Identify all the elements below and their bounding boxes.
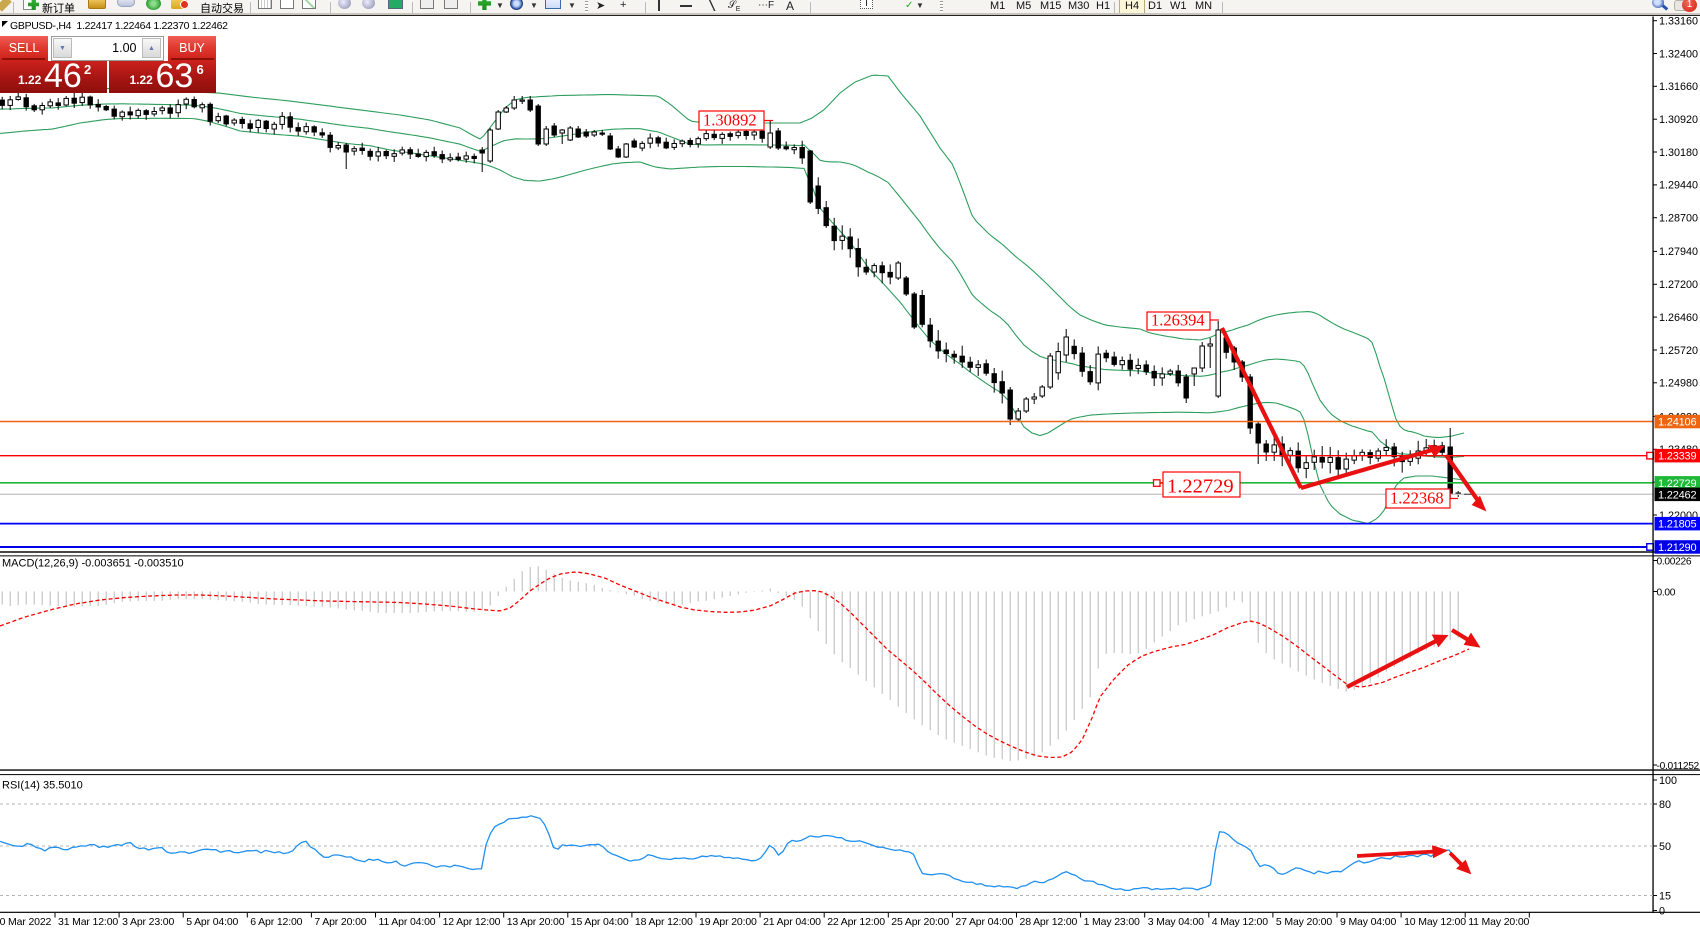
svg-text:30 Mar 2022: 30 Mar 2022 bbox=[0, 916, 52, 928]
svg-text:1.26394: 1.26394 bbox=[1151, 311, 1205, 330]
svg-text:6 Apr 12:00: 6 Apr 12:00 bbox=[250, 916, 302, 928]
svg-text:28 Apr 12:00: 28 Apr 12:00 bbox=[1020, 916, 1078, 928]
svg-text:0.00: 0.00 bbox=[1657, 587, 1676, 598]
svg-text:31 Mar 12:00: 31 Mar 12:00 bbox=[58, 916, 118, 928]
svg-text:1.27200: 1.27200 bbox=[1659, 279, 1698, 291]
svg-text:50: 50 bbox=[1659, 841, 1671, 853]
svg-text:5 Apr 04:00: 5 Apr 04:00 bbox=[186, 916, 238, 928]
svg-text:1.27940: 1.27940 bbox=[1659, 246, 1698, 258]
svg-text:7 Apr 20:00: 7 Apr 20:00 bbox=[314, 916, 366, 928]
svg-text:80: 80 bbox=[1659, 799, 1671, 811]
svg-text:1.31660: 1.31660 bbox=[1659, 81, 1698, 93]
svg-text:1.28700: 1.28700 bbox=[1659, 213, 1698, 225]
svg-text:1.33160: 1.33160 bbox=[1659, 16, 1698, 28]
svg-text:1.30180: 1.30180 bbox=[1659, 147, 1698, 159]
svg-text:25 Apr 20:00: 25 Apr 20:00 bbox=[891, 916, 949, 928]
svg-text:1.32400: 1.32400 bbox=[1659, 48, 1698, 60]
svg-text:3 Apr 23:00: 3 Apr 23:00 bbox=[122, 916, 174, 928]
svg-text:15 Apr 04:00: 15 Apr 04:00 bbox=[571, 916, 629, 928]
svg-text:-0.011252: -0.011252 bbox=[1657, 761, 1700, 772]
svg-text:15: 15 bbox=[1659, 890, 1671, 902]
svg-text:1.21290: 1.21290 bbox=[1658, 542, 1696, 554]
svg-text:100: 100 bbox=[1659, 775, 1677, 787]
svg-text:1.22462: 1.22462 bbox=[1658, 489, 1696, 501]
svg-text:1.30892: 1.30892 bbox=[703, 111, 757, 130]
svg-text:0.00226: 0.00226 bbox=[1657, 556, 1692, 567]
svg-text:13 Apr 20:00: 13 Apr 20:00 bbox=[507, 916, 565, 928]
svg-text:21 Apr 04:00: 21 Apr 04:00 bbox=[763, 916, 821, 928]
svg-text:1.24980: 1.24980 bbox=[1659, 378, 1698, 390]
svg-text:RSI(14) 35.5010: RSI(14) 35.5010 bbox=[2, 780, 83, 792]
svg-text:0: 0 bbox=[1659, 905, 1665, 917]
svg-text:11 Apr 04:00: 11 Apr 04:00 bbox=[379, 916, 436, 928]
svg-text:1 May 23:00: 1 May 23:00 bbox=[1084, 916, 1140, 928]
svg-text:12 Apr 12:00: 12 Apr 12:00 bbox=[443, 916, 501, 928]
svg-text:10 May 12:00: 10 May 12:00 bbox=[1404, 916, 1466, 928]
svg-text:1.25720: 1.25720 bbox=[1659, 345, 1698, 357]
svg-text:19 Apr 20:00: 19 Apr 20:00 bbox=[699, 916, 757, 928]
svg-text:MACD(12,26,9) -0.003651 -0.003: MACD(12,26,9) -0.003651 -0.003510 bbox=[2, 558, 184, 570]
svg-text:27 Apr 04:00: 27 Apr 04:00 bbox=[955, 916, 1013, 928]
svg-text:18 Apr 12:00: 18 Apr 12:00 bbox=[635, 916, 693, 928]
svg-text:3 May 04:00: 3 May 04:00 bbox=[1148, 916, 1204, 928]
svg-text:1.26460: 1.26460 bbox=[1659, 312, 1698, 324]
svg-text:9 May 04:00: 9 May 04:00 bbox=[1340, 916, 1396, 928]
svg-text:1.21805: 1.21805 bbox=[1658, 519, 1696, 531]
svg-text:1.23339: 1.23339 bbox=[1658, 451, 1696, 463]
svg-text:4 May 12:00: 4 May 12:00 bbox=[1212, 916, 1268, 928]
svg-text:1.22368: 1.22368 bbox=[1390, 489, 1444, 508]
svg-text:11 May 20:00: 11 May 20:00 bbox=[1468, 916, 1529, 928]
svg-text:1.22729: 1.22729 bbox=[1167, 476, 1234, 498]
svg-text:1.30920: 1.30920 bbox=[1659, 114, 1698, 126]
svg-text:1.29440: 1.29440 bbox=[1659, 180, 1698, 192]
svg-text:5 May 20:00: 5 May 20:00 bbox=[1276, 916, 1332, 928]
svg-text:22 Apr 12:00: 22 Apr 12:00 bbox=[827, 916, 885, 928]
svg-text:1.24106: 1.24106 bbox=[1658, 417, 1696, 429]
